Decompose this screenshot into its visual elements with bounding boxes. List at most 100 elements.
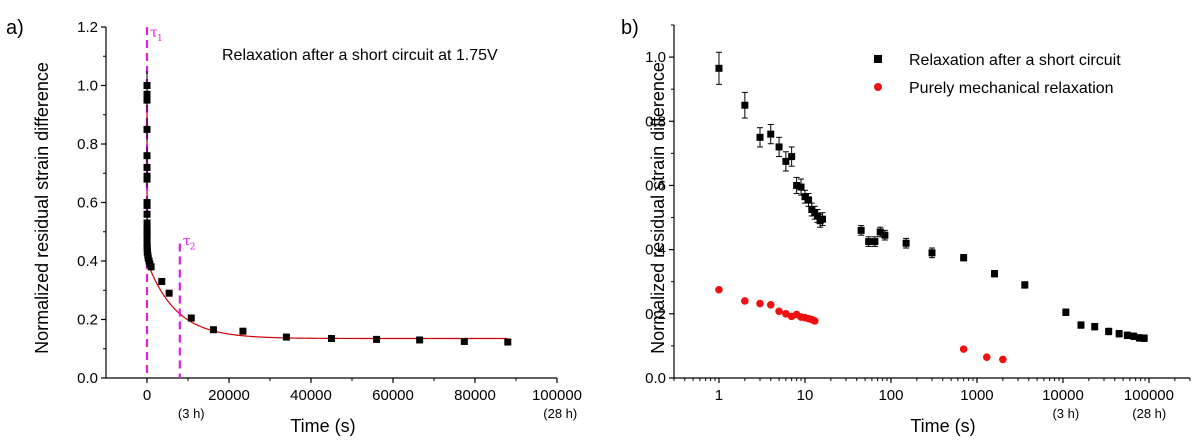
panel-b-data-point-short-circuit <box>793 181 801 189</box>
panel-a-tau-label: τ <box>183 233 191 249</box>
panel-b-x-axis-title: Time (s) <box>910 416 975 436</box>
panel-a-data-point <box>282 333 290 341</box>
panel-a-data-point <box>147 263 155 271</box>
panel-a-data-point <box>187 314 195 322</box>
panel-a-x-tick-label: 0 <box>143 387 151 404</box>
panel-a-data-point <box>165 289 173 297</box>
panel-a-y-tick-label: 0.2 <box>77 312 98 329</box>
panel-a-x-note: (3 h) <box>178 406 205 421</box>
panel-b-y-axis-title: Normalized residual strain difference <box>648 62 668 354</box>
panel-b-data-point-mechanical <box>756 299 764 308</box>
panel-b-x-tick-label: 1000 <box>960 387 993 404</box>
panel-b-y-tick-label: 0.0 <box>645 370 666 387</box>
panel-b-data-point-short-circuit <box>1062 308 1070 316</box>
panel-a-tau-label: τ <box>150 25 158 41</box>
panel-b-axes: 0.0 0.2 0.4 0.6 0.8 1.0 1 10 100 1000 10000 100000 (… <box>645 24 1191 421</box>
panel-b-data-point-short-circuit <box>767 130 775 138</box>
panel-b-data-point-short-circuit <box>1123 331 1131 339</box>
panel-a-x-tick-label: 100000 <box>532 387 582 404</box>
panel-b-data-point-mechanical <box>715 285 723 294</box>
panel-b-data-point-mechanical <box>982 353 991 361</box>
panel-b-data-point-mechanical <box>959 345 968 353</box>
panel-b-data-point-short-circuit <box>805 196 813 204</box>
panel-b-x-note: (28 h) <box>1132 406 1166 421</box>
panel-b-y-tick-label: 0.2 <box>645 306 666 323</box>
panel-a-data-point <box>143 152 151 160</box>
panel-a-annotation: Relaxation after a short circuit at 1.75… <box>222 47 498 64</box>
panel-a-data-point <box>239 327 247 335</box>
panel-a-data-point <box>143 201 151 209</box>
panel-b-data-point-short-circuit <box>801 193 809 201</box>
panel-b-label: b) <box>621 17 639 39</box>
panel-a-tau-subscript: 1 <box>157 34 163 44</box>
panel-b-data-point-short-circuit <box>881 231 889 239</box>
panel-a-data-point <box>143 96 151 104</box>
panel-b-data-point-short-circuit <box>715 64 723 72</box>
panel-b-data-point-short-circuit <box>991 270 999 278</box>
panel-a-label: a) <box>6 17 24 39</box>
panel-b-data-point-short-circuit <box>1091 323 1099 331</box>
panel-b-data-point-short-circuit <box>876 228 884 236</box>
panel-a-data-point <box>143 172 151 180</box>
panel-b-data-point-short-circuit <box>756 133 764 141</box>
panel-b-x-tick-label: 10000 <box>1042 387 1084 404</box>
panel-b-data-point-short-circuit <box>788 153 796 161</box>
panel-a: a) Relaxation after a short circuit at 1… <box>6 17 582 436</box>
panel-b-x-tick-label: 100000 <box>1124 387 1174 404</box>
panel-b-data-point-short-circuit <box>819 215 827 223</box>
panel-a-data-point <box>143 82 151 89</box>
panel-b-x-tick-label: 1 <box>715 387 723 404</box>
panel-b-data-point-short-circuit <box>1135 334 1143 342</box>
panel-a-data-point <box>373 335 381 343</box>
legend-marker-short-circuit <box>874 55 882 63</box>
panel-a-x-axis-title: Time (s) <box>290 416 355 436</box>
panel-b-data-point-short-circuit <box>902 239 910 247</box>
panel-a-y-tick-label: 0.4 <box>77 253 98 270</box>
panel-b-x-tick-label: 10 <box>797 387 814 404</box>
panel-a-tau-subscript: 2 <box>190 242 196 252</box>
panel-b-legend: Relaxation after a short circuit Purely … <box>874 52 1121 97</box>
panel-b-y-tick-label: 1.0 <box>645 49 666 66</box>
panel-a-x-tick-label: 60000 <box>372 387 414 404</box>
panel-a-y-tick-label: 0.8 <box>77 136 98 153</box>
panel-a-y-tick-label: 0.0 <box>77 370 98 387</box>
panel-b-data-point-short-circuit <box>1021 281 1029 289</box>
panel-b-data-point-mechanical <box>999 355 1007 364</box>
panel-b-data-point-short-circuit <box>865 238 873 246</box>
panel-a-axes: 0.0 0.2 0.4 0.6 0.8 1.0 1.2 0 20000 40000 60000 800… <box>77 19 582 421</box>
panel-b-y-tick-label: 0.8 <box>645 113 666 130</box>
panel-b-data-point-short-circuit <box>782 157 790 165</box>
panel-b-data-point-mechanical <box>810 317 819 325</box>
panel-b-data-point-mechanical <box>741 297 749 305</box>
panel-a-y-tick-label: 1.0 <box>77 78 98 95</box>
panel-b-data-point-short-circuit <box>928 249 936 257</box>
panel-a-y-axis-title: Normalized residual strain difference <box>32 62 52 354</box>
panel-a-fit-line <box>146 85 508 340</box>
panel-a-fit-curve <box>146 85 508 340</box>
panel-b-x-tick-label: 100 <box>878 387 903 404</box>
panel-a-y-tick-label: 0.6 <box>77 195 98 212</box>
panel-a-data-point <box>416 336 424 344</box>
panel-b-data-point-mechanical <box>782 310 790 318</box>
panel-b-data-point-short-circuit <box>1140 334 1148 342</box>
panel-b-data-point-short-circuit <box>960 254 968 262</box>
panel-a-data-point <box>460 337 468 345</box>
panel-b-data-point-short-circuit <box>1105 327 1113 335</box>
panel-a-x-tick-label: 40000 <box>290 387 332 404</box>
panel-b-x-note: (3 h) <box>1052 406 1079 421</box>
panel-b-data-point-short-circuit <box>1130 332 1138 340</box>
panel-a-data-points <box>143 70 512 346</box>
panel-a-y-tick-label: 1.2 <box>77 19 98 36</box>
panel-a-data-point <box>143 210 151 218</box>
panel-b-y-tick-label: 0.6 <box>645 177 666 194</box>
panel-b-data-point-short-circuit <box>814 212 822 220</box>
panel-b-data-point-short-circuit <box>1115 330 1123 338</box>
panel-a-data-point <box>504 338 512 346</box>
panel-a-data-point <box>328 335 335 343</box>
panel-a-data-point <box>209 326 217 334</box>
panel-b-data-point-short-circuit <box>871 238 879 246</box>
legend-marker-mechanical <box>874 83 882 91</box>
legend-label-short-circuit: Relaxation after a short circuit <box>909 52 1121 69</box>
panel-a-data-point <box>158 277 166 285</box>
